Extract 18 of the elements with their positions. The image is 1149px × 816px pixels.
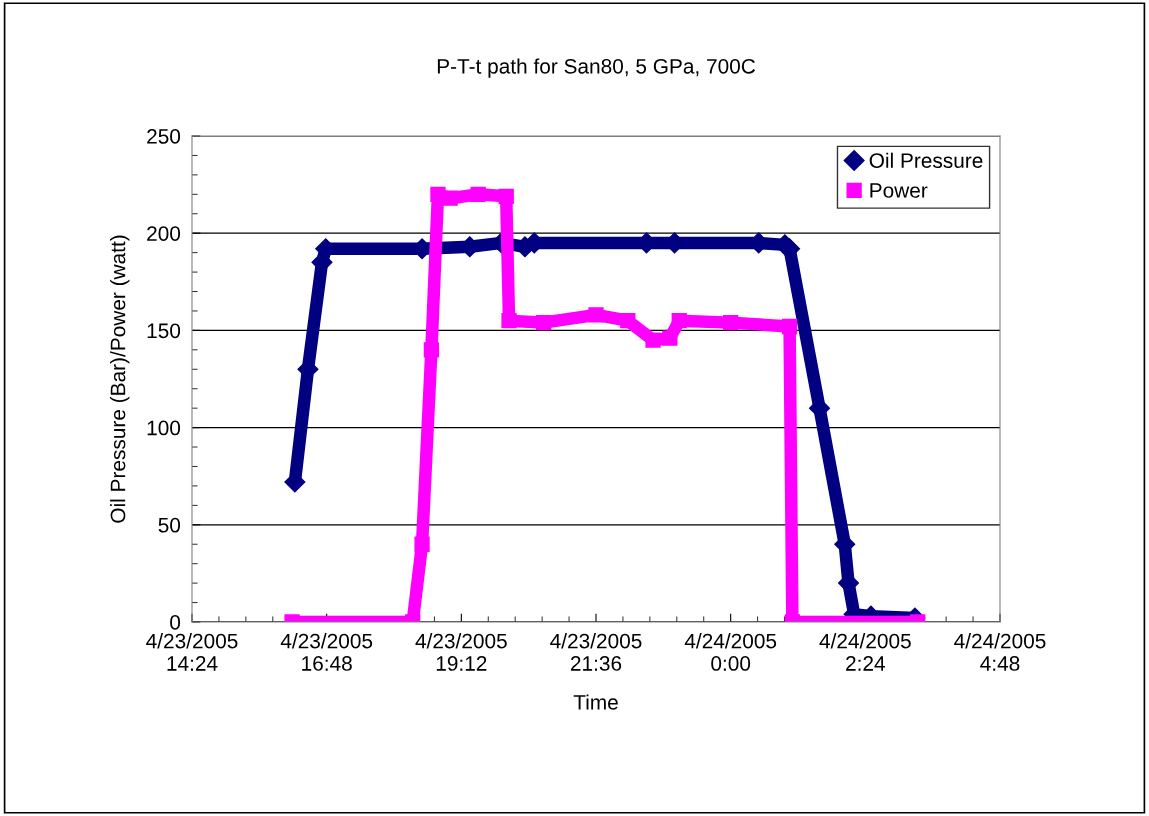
y-tick-label: 100 [147,420,181,436]
y-tick-label: 0 [170,615,181,630]
chart-title: P-T-t path for San80, 5 GPa, 700C [437,58,756,78]
y-tick-label: 50 [158,517,181,533]
y-tick-label: 150 [147,323,181,339]
x-tick-label: 4/24/2005 4:48 [954,633,1046,671]
x-axis-title: Time [573,694,618,710]
y-tick-label: 200 [147,226,181,241]
x-tick-label: 4/23/2005 16:48 [280,633,373,671]
x-tick-label: 4/24/2005 0:00 [684,633,777,671]
y-tick-label: 250 [147,129,181,144]
x-tick-label: 4/23/2005 19:12 [415,633,507,671]
legend-label: Oil Pressure [869,152,983,168]
legend-label: Power [870,183,928,198]
x-tick-label: 4/23/2005 14:24 [146,633,238,671]
x-tick-label: 4/24/2005 2:24 [819,633,911,671]
y-axis-title: Oil Pressure (Bar)/Power (watt) [110,235,130,523]
x-tick-label: 4/23/2005 21:36 [550,633,642,671]
